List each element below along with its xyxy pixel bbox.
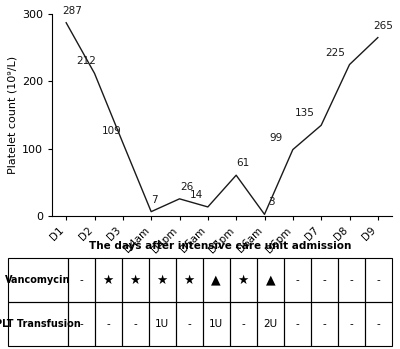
Text: 14: 14 — [190, 190, 203, 200]
Text: 1U: 1U — [209, 319, 223, 329]
Text: -: - — [377, 275, 380, 285]
Text: -: - — [377, 319, 380, 329]
Text: -: - — [350, 319, 353, 329]
Text: ★: ★ — [156, 274, 168, 287]
Text: 135: 135 — [294, 108, 314, 118]
Text: 287: 287 — [62, 6, 82, 16]
Text: 26: 26 — [180, 182, 193, 192]
Text: -: - — [322, 319, 326, 329]
Text: ★: ★ — [102, 274, 114, 287]
Text: 265: 265 — [374, 21, 393, 31]
Text: -: - — [187, 319, 191, 329]
Text: ▲: ▲ — [266, 274, 275, 287]
Text: -: - — [296, 275, 299, 285]
Text: Vancomycin: Vancomycin — [5, 275, 70, 285]
Text: 1U: 1U — [155, 319, 169, 329]
Text: ★: ★ — [184, 274, 195, 287]
Text: 7: 7 — [151, 195, 157, 205]
Text: -: - — [350, 275, 353, 285]
Text: -: - — [79, 319, 83, 329]
Text: -: - — [133, 319, 137, 329]
Text: -: - — [242, 319, 245, 329]
Text: PLT Transfusion: PLT Transfusion — [0, 319, 81, 329]
Text: ★: ★ — [238, 274, 249, 287]
Text: -: - — [296, 319, 299, 329]
Text: 109: 109 — [102, 126, 122, 136]
Text: 3: 3 — [268, 198, 275, 207]
Y-axis label: Platelet count (10⁹/L): Platelet count (10⁹/L) — [8, 56, 18, 174]
Text: 99: 99 — [270, 133, 283, 143]
Text: ★: ★ — [130, 274, 141, 287]
Text: The days after intensive care unit admission: The days after intensive care unit admis… — [89, 241, 351, 251]
Text: 212: 212 — [76, 57, 96, 66]
Text: -: - — [322, 275, 326, 285]
Text: ▲: ▲ — [212, 274, 221, 287]
Text: 61: 61 — [236, 158, 250, 168]
Text: 225: 225 — [326, 47, 346, 58]
Text: 2U: 2U — [263, 319, 277, 329]
Text: -: - — [106, 319, 110, 329]
Text: -: - — [79, 275, 83, 285]
